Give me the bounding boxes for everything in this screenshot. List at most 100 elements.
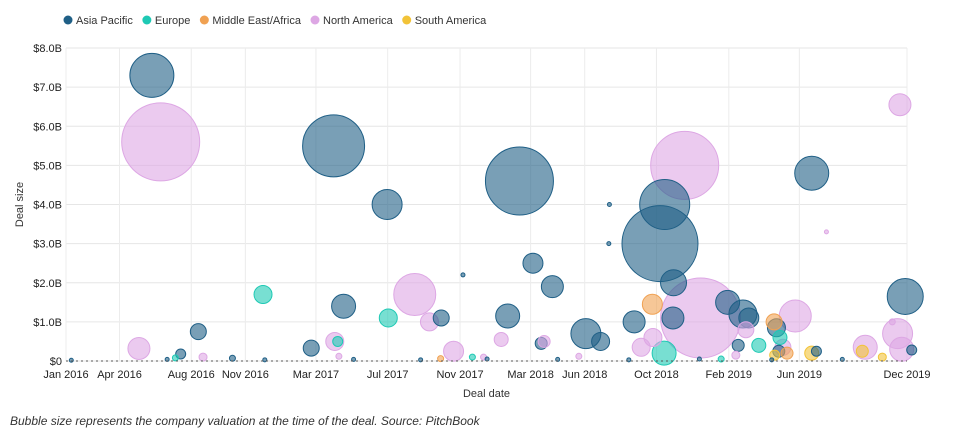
y-tick-label: $6.0B xyxy=(33,121,62,133)
bubble-north-america[interactable] xyxy=(888,93,912,117)
bubble-asia-pacific[interactable] xyxy=(696,356,702,362)
legend: Asia Pacific Europe Middle East/Africa Nort… xyxy=(63,15,487,27)
legend-item[interactable]: South America xyxy=(402,15,487,27)
bubble-north-america[interactable] xyxy=(537,334,551,348)
legend-item[interactable]: Asia Pacific xyxy=(63,15,134,27)
x-tick-label: Oct 2018 xyxy=(634,369,679,381)
bubble-asia-pacific[interactable] xyxy=(371,189,403,220)
bubble-north-america[interactable] xyxy=(493,331,509,347)
x-tick-label: Dec 2019 xyxy=(883,369,930,381)
bubble-asia-pacific[interactable] xyxy=(731,338,745,352)
bubble-north-america[interactable] xyxy=(335,352,343,360)
y-tick-label: $8.0B xyxy=(33,43,62,55)
bubble-asia-pacific[interactable] xyxy=(129,52,175,98)
legend-marker xyxy=(63,15,73,25)
bubble-asia-pacific[interactable] xyxy=(302,339,320,357)
bubble-asia-pacific[interactable] xyxy=(228,354,236,362)
bubble-asia-pacific[interactable] xyxy=(886,277,924,315)
x-tick-label: Mar 2018 xyxy=(507,369,553,381)
bubble-asia-pacific[interactable] xyxy=(661,306,685,330)
bubble-asia-pacific[interactable] xyxy=(906,344,918,356)
bubble-asia-pacific[interactable] xyxy=(715,289,741,315)
bubble-europe[interactable] xyxy=(468,353,476,361)
bubble-asia-pacific[interactable] xyxy=(622,310,646,334)
x-tick-label: Aug 2016 xyxy=(168,369,215,381)
bubble-asia-pacific[interactable] xyxy=(794,155,830,191)
y-tick-label: $2.0B xyxy=(33,278,62,290)
legend-marker xyxy=(402,15,412,25)
y-tick-label: $3.0B xyxy=(33,239,62,251)
bubble-asia-pacific[interactable] xyxy=(331,293,357,319)
bubble-asia-pacific[interactable] xyxy=(495,303,521,329)
bubble-asia-pacific[interactable] xyxy=(540,275,564,299)
bubble-asia-pacific[interactable] xyxy=(810,345,822,357)
bubble-south-america[interactable] xyxy=(877,352,887,362)
y-tick-label: $1.0B xyxy=(33,317,62,329)
legend-label: South America xyxy=(415,15,487,27)
x-tick-label: Apr 2016 xyxy=(97,369,142,381)
legend-item[interactable]: Europe xyxy=(142,15,190,27)
x-tick-label: Nov 2017 xyxy=(436,369,483,381)
bubble-asia-pacific[interactable] xyxy=(189,323,207,341)
legend-item[interactable]: North America xyxy=(310,15,394,27)
bubble-asia-pacific[interactable] xyxy=(262,357,268,363)
bubble-north-america[interactable] xyxy=(888,318,896,326)
bubble-north-america[interactable] xyxy=(198,352,208,362)
bubble-north-america[interactable] xyxy=(631,337,651,357)
bubble-asia-pacific[interactable] xyxy=(302,114,366,178)
bubble-middle-east-africa[interactable] xyxy=(437,355,445,363)
x-tick-label: Feb 2019 xyxy=(706,369,752,381)
bubble-asia-pacific[interactable] xyxy=(484,146,554,216)
bubble-north-america[interactable] xyxy=(731,350,741,360)
bubble-middle-east-africa[interactable] xyxy=(641,293,663,315)
bubble-asia-pacific[interactable] xyxy=(606,241,612,247)
legend-label: North America xyxy=(323,15,394,27)
legend-label: Europe xyxy=(155,15,190,27)
bubble-north-america[interactable] xyxy=(823,229,829,235)
bubble-north-america[interactable] xyxy=(121,102,201,182)
bubble-north-america[interactable] xyxy=(127,336,151,360)
bubble-europe[interactable] xyxy=(751,337,767,353)
bubble-asia-pacific[interactable] xyxy=(432,309,450,327)
bubble-europe[interactable] xyxy=(378,308,398,328)
x-tick-label: Jan 2016 xyxy=(43,369,88,381)
y-tick-label: $4.0B xyxy=(33,200,62,212)
x-tick-label: Jun 2018 xyxy=(562,369,607,381)
bubble-north-america[interactable] xyxy=(443,340,465,362)
bubble-asia-pacific[interactable] xyxy=(660,269,688,297)
y-tick-label: $0 xyxy=(50,356,62,368)
bubble-south-america[interactable] xyxy=(855,344,869,358)
bubble-north-america[interactable] xyxy=(393,272,437,316)
y-axis: $0 $1.0B $2.0B $3.0B $4.0B $5.0B $6.0B $7.0B $8.… xyxy=(33,43,62,368)
x-axis: Jan 2016 Apr 2016 Aug 2016 Nov 2016 Mar 2017… xyxy=(43,360,931,381)
legend-marker xyxy=(310,15,320,25)
bubble-europe[interactable] xyxy=(332,335,344,347)
y-tick-label: $5.0B xyxy=(33,160,62,172)
bubble-north-america[interactable] xyxy=(575,352,583,360)
bubble-middle-east-africa[interactable] xyxy=(765,313,783,331)
bubble-middle-east-africa[interactable] xyxy=(780,346,794,360)
bubble-asia-pacific[interactable] xyxy=(68,357,74,363)
bubble-europe[interactable] xyxy=(253,284,273,304)
x-tick-label: Mar 2017 xyxy=(293,369,339,381)
bubble-asia-pacific[interactable] xyxy=(484,356,490,362)
bubble-asia-pacific[interactable] xyxy=(639,179,691,230)
bubble-asia-pacific[interactable] xyxy=(606,202,612,207)
bubble-chart: Asia Pacific Europe Middle East/Africa Nort… xyxy=(14,15,931,400)
bubble-europe[interactable] xyxy=(651,340,677,366)
bubble-europe[interactable] xyxy=(772,330,788,346)
bubble-asia-pacific[interactable] xyxy=(591,331,611,351)
bubble-asia-pacific[interactable] xyxy=(460,272,466,278)
legend-item[interactable]: Middle East/Africa xyxy=(199,15,302,27)
legend-marker xyxy=(199,15,209,25)
y-tick-label: $7.0B xyxy=(33,82,62,94)
bubble-north-america[interactable] xyxy=(737,321,755,339)
y-axis-title: Deal size xyxy=(14,182,26,227)
bubble-asia-pacific[interactable] xyxy=(522,252,544,274)
x-tick-label: Nov 2016 xyxy=(222,369,269,381)
bubble-europe[interactable] xyxy=(171,354,179,362)
legend-label: Asia Pacific xyxy=(76,15,133,27)
x-axis-title: Deal date xyxy=(463,388,510,400)
bubble-asia-pacific[interactable] xyxy=(351,356,357,362)
